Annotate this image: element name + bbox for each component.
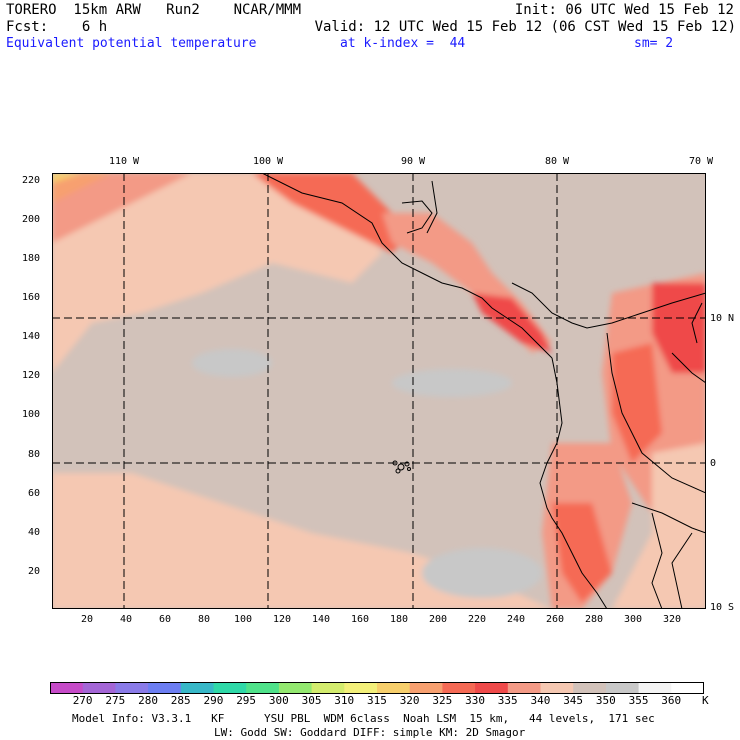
colorbar-tick-label: 280 xyxy=(138,694,158,707)
colorbar-swatch xyxy=(246,682,280,694)
lon-label-110w: 110 W xyxy=(108,156,140,167)
colorbar-unit: K xyxy=(702,694,709,707)
galapagos-islands xyxy=(392,460,411,474)
map-frame xyxy=(52,173,706,609)
colorbar-swatch xyxy=(605,682,640,694)
colorbar-tick-label: 315 xyxy=(367,694,387,707)
colorbar-tick-label: 300 xyxy=(268,694,289,707)
y-grid-label: 220 xyxy=(22,175,41,186)
physics-info: LW: Godd SW: Goddard DIFF: simple KM: 2D… xyxy=(214,726,526,739)
colorbar-tick-label: 275 xyxy=(105,694,126,707)
coastlines xyxy=(261,173,706,609)
x-grid-label: 260 xyxy=(546,614,565,625)
theta-e-map xyxy=(52,173,706,609)
field-name: Equivalent potential temperature xyxy=(6,36,257,51)
colorbar-tick-label: 360 xyxy=(661,694,682,707)
colorbar-tick-label: 270 xyxy=(72,694,93,707)
colorbar-tick-label: 340 xyxy=(530,694,551,707)
colorbar-tick-label: 345 xyxy=(563,694,584,707)
x-grid-label: 40 xyxy=(120,614,133,625)
level-info: at k-index = 44 xyxy=(340,36,466,51)
y-grid-label: 60 xyxy=(28,488,41,499)
x-grid-label: 240 xyxy=(507,614,526,625)
colorbar-tick-label: 310 xyxy=(334,694,355,707)
y-grid-label: 100 xyxy=(22,409,41,420)
valid-time: Valid: 12 UTC Wed 15 Feb 12 (06 CST Wed … xyxy=(314,19,736,35)
y-grid-label: 120 xyxy=(22,370,41,381)
model-title: TORERO 15km ARW Run2 NCAR/MMM xyxy=(6,2,302,18)
colorbar-swatch xyxy=(540,682,574,694)
colorbar-swatch xyxy=(573,682,607,694)
colorbar-swatch xyxy=(638,682,672,694)
y-grid-label: 20 xyxy=(28,566,41,577)
colorbar-swatch xyxy=(50,682,84,694)
x-grid-label: 220 xyxy=(468,614,487,625)
lon-label-80w: 80 W xyxy=(544,156,570,167)
colorbar-tick-label: 330 xyxy=(465,694,485,707)
colorbar-swatch xyxy=(311,682,345,694)
x-grid-label: 120 xyxy=(273,614,292,625)
lat-lon-grid xyxy=(52,173,706,609)
y-grid-label: 200 xyxy=(22,214,41,225)
colorbar-swatch xyxy=(442,682,476,694)
lon-label-100w: 100 W xyxy=(252,156,284,167)
colorbar-swatch xyxy=(278,682,313,694)
colorbar-tick-label: 355 xyxy=(628,694,649,707)
x-grid-label: 80 xyxy=(198,614,211,625)
colorbar-swatch xyxy=(213,682,247,694)
smoothing-info: sm= 2 xyxy=(634,36,674,51)
colorbar-swatch xyxy=(409,682,443,694)
x-grid-label: 300 xyxy=(624,614,643,625)
colorbar-swatch xyxy=(507,682,541,694)
colorbar-tick-label: 325 xyxy=(432,694,453,707)
y-grid-label: 80 xyxy=(28,449,41,460)
x-grid-label: 280 xyxy=(585,614,604,625)
lat-label-10s: 10 S xyxy=(710,602,735,613)
colorbar-tick-label: 290 xyxy=(203,694,224,707)
lat-label-0: 0 xyxy=(710,458,717,469)
colorbar-swatch xyxy=(377,682,411,694)
colorbar-tick-label: 305 xyxy=(301,694,322,707)
init-time: Init: 06 UTC Wed 15 Feb 12 xyxy=(514,2,734,18)
x-grid-label: 200 xyxy=(429,614,448,625)
x-grid-label: 320 xyxy=(663,614,682,625)
colorbar-tick-label: 295 xyxy=(236,694,257,707)
x-grid-label: 180 xyxy=(390,614,409,625)
x-grid-label: 20 xyxy=(81,614,94,625)
lat-label-10n: 10 N xyxy=(710,313,735,324)
colorbar-swatch xyxy=(344,682,378,694)
x-grid-label: 100 xyxy=(234,614,253,625)
colorbar-swatch xyxy=(475,682,509,694)
colorbar-tick-label: 335 xyxy=(497,694,518,707)
model-info: Model Info: V3.3.1 KF YSU PBL WDM 6class… xyxy=(72,712,655,725)
y-grid-label: 40 xyxy=(28,527,41,538)
y-grid-label: 140 xyxy=(22,331,41,342)
colorbar-tick-label: 350 xyxy=(595,694,616,707)
colorbar-tick-label: 320 xyxy=(399,694,420,707)
colorbar-tick-label: 285 xyxy=(170,694,191,707)
colorbar-swatch xyxy=(180,682,214,694)
x-grid-label: 160 xyxy=(351,614,370,625)
colorbar-swatch xyxy=(148,682,182,694)
forecast-hour: Fcst: 6 h xyxy=(6,19,108,35)
y-grid-label: 180 xyxy=(22,253,41,264)
colorbar-swatch xyxy=(82,682,116,694)
lon-label-70w: 70 W xyxy=(688,156,714,167)
colorbar xyxy=(50,682,704,694)
colorbar-swatch xyxy=(115,682,149,694)
x-grid-label: 60 xyxy=(159,614,172,625)
lon-label-90w: 90 W xyxy=(400,156,426,167)
x-grid-label: 140 xyxy=(312,614,331,625)
y-grid-label: 160 xyxy=(22,292,41,303)
colorbar-frame xyxy=(50,682,704,694)
colorbar-swatch xyxy=(671,682,704,694)
